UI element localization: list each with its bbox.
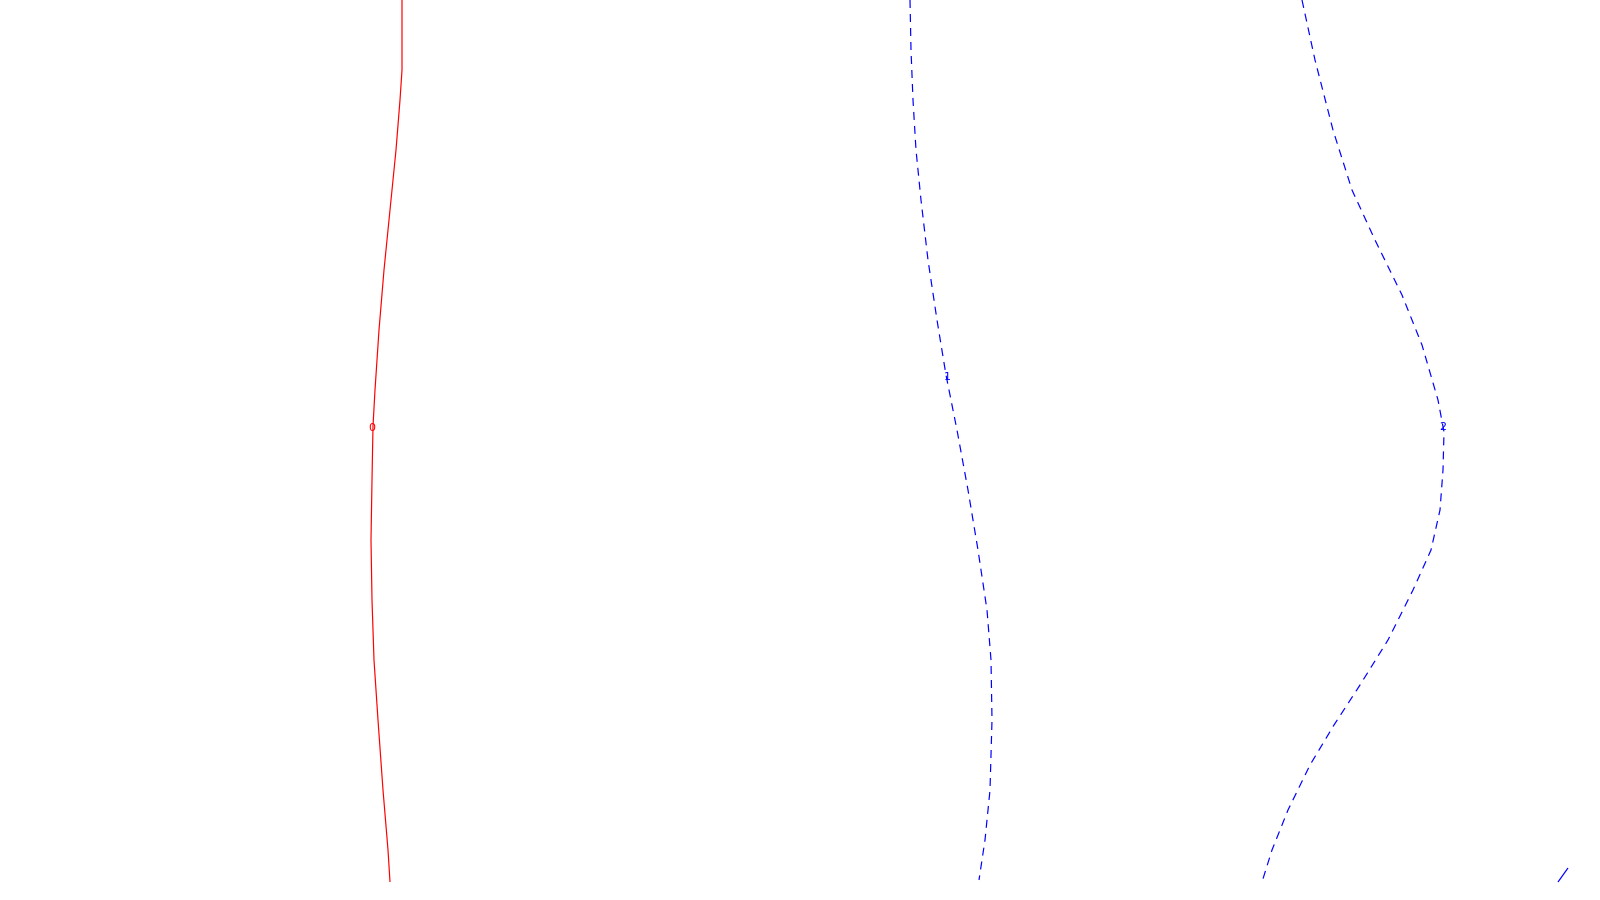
contour-line-2 <box>1261 0 1445 883</box>
contour-line-0 <box>370 0 403 883</box>
contour-label-0: 0 <box>369 421 376 434</box>
contour-label-2: 2 <box>1440 420 1447 433</box>
contour-line-1 <box>909 0 993 881</box>
edge-stroke <box>1557 867 1569 883</box>
contour-label-1: 1 <box>944 370 951 383</box>
contour-2: 2 <box>1261 0 1447 883</box>
contour-1: 1 <box>909 0 993 881</box>
contour-0: 0 <box>369 0 403 883</box>
